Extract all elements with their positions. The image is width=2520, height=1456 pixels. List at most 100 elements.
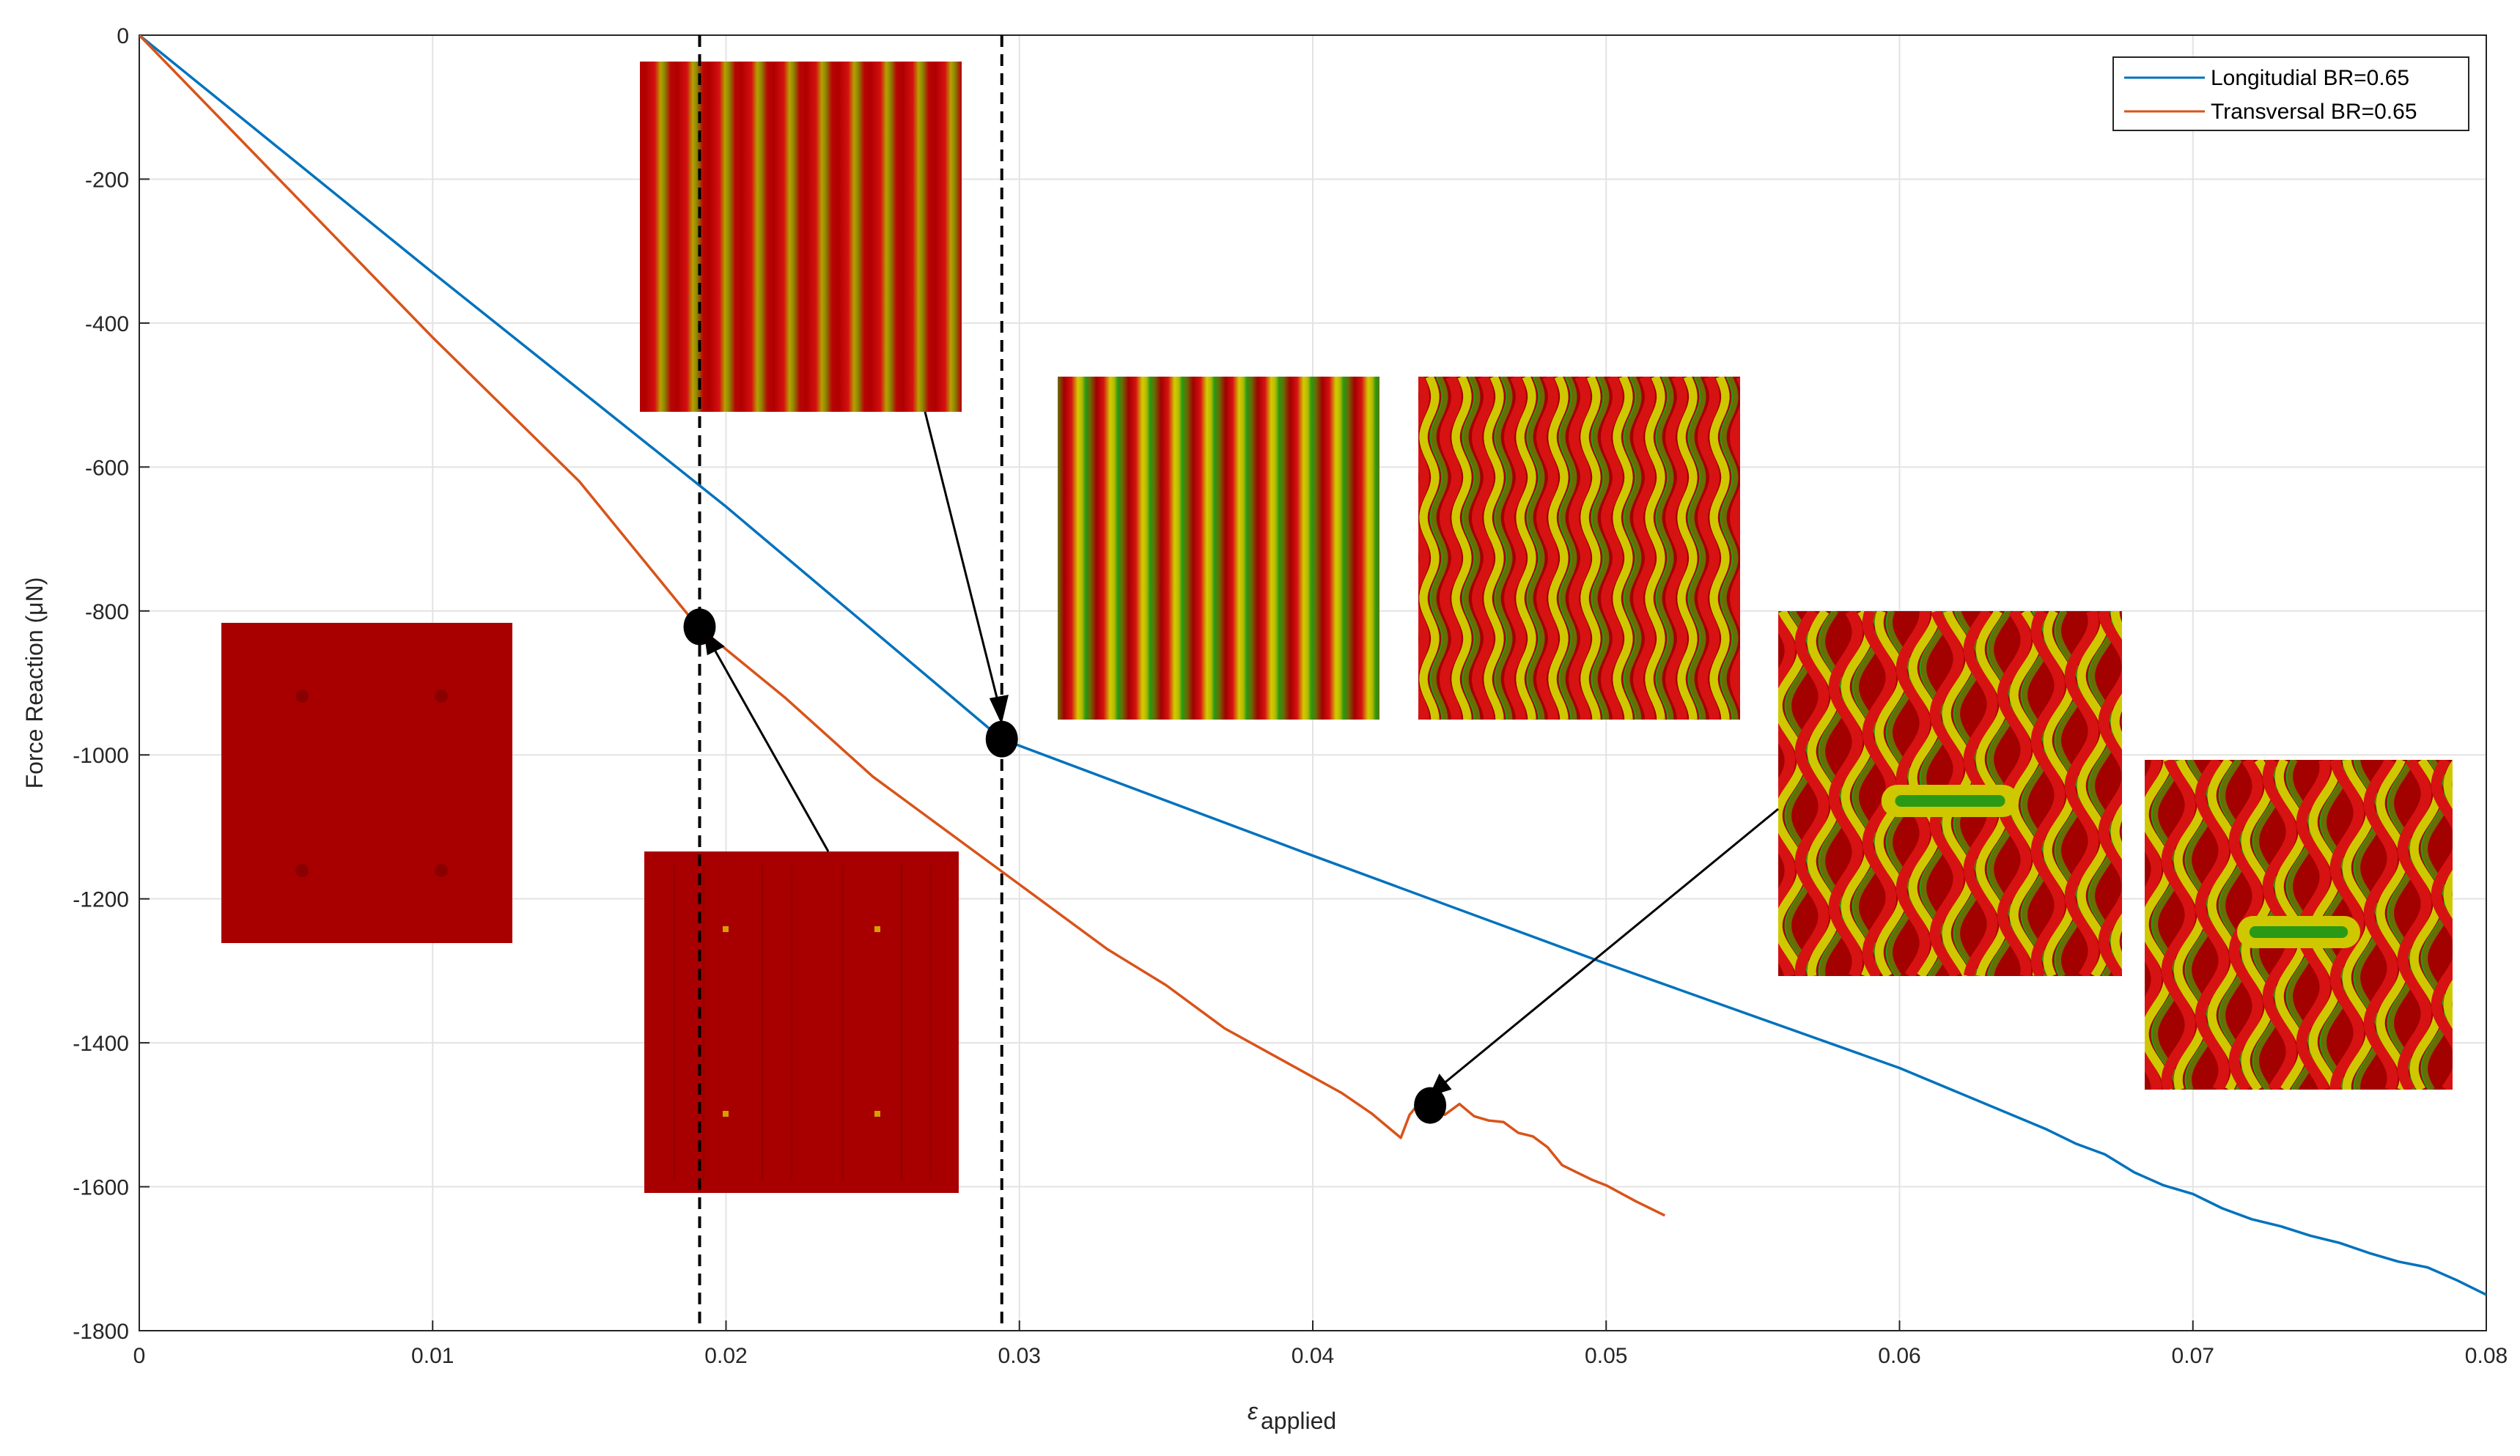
stripe xyxy=(1697,377,1720,720)
stripe xyxy=(1495,377,1513,720)
arrow-labyrinth-inset xyxy=(1442,808,1779,1086)
legend-label-transversal: Transversal BR=0.65 xyxy=(2211,100,2417,124)
arrow-bottom-inset xyxy=(710,643,830,852)
stripe xyxy=(1516,377,1536,720)
stripe xyxy=(1853,611,1883,976)
stripe xyxy=(1484,377,1504,720)
stripe xyxy=(2098,611,2122,976)
legend-box xyxy=(2112,56,2469,131)
x-axis-label-subscript: applied xyxy=(1261,1408,1336,1434)
stripe xyxy=(2431,760,2453,1090)
stripe xyxy=(2388,760,2418,1090)
stripe xyxy=(1613,377,1633,720)
stripe xyxy=(2195,760,2230,1090)
x-tick-label: 0.02 xyxy=(704,1344,747,1368)
x-tick-label: 0.06 xyxy=(1878,1344,1920,1368)
series-longitudinal xyxy=(139,35,2486,1296)
stripe xyxy=(1786,611,1816,976)
arrowhead-top xyxy=(989,695,1009,725)
y-tick-label: 0 xyxy=(117,24,129,48)
series-transversal xyxy=(139,35,1666,1217)
stripe xyxy=(1645,377,1665,720)
stripe xyxy=(2492,760,2516,1090)
stripe xyxy=(1439,377,1462,720)
stripe xyxy=(2030,611,2066,976)
stripe xyxy=(2207,760,2240,1090)
marker-point xyxy=(985,720,1018,758)
x-axis-ticks: 0 0.01 0.02 0.03 0.04 0.05 0.06 0.07 0.08 xyxy=(133,1320,2508,1368)
stripe xyxy=(2152,760,2182,1090)
inset-stripes-straight xyxy=(1058,377,1379,720)
stripe xyxy=(1778,611,1806,976)
stripe xyxy=(1580,377,1601,720)
stripe xyxy=(1729,377,1740,712)
arrow-top-inset xyxy=(924,411,1001,710)
stripe xyxy=(1503,377,1527,720)
marker-point xyxy=(683,608,716,646)
inset-labyrinth-small xyxy=(2145,760,2516,1090)
y-tick-label: -1600 xyxy=(73,1176,129,1200)
stripe xyxy=(2409,760,2442,1090)
x-tick-label: 0.03 xyxy=(998,1344,1041,1368)
stripe xyxy=(1677,377,1698,720)
stripe xyxy=(2329,760,2365,1090)
x-tick-label: 0.08 xyxy=(2465,1344,2508,1368)
y-tick-label: -1200 xyxy=(73,888,129,912)
stripe xyxy=(1536,377,1559,720)
stripe xyxy=(2363,760,2398,1090)
inset-images xyxy=(221,62,2516,1193)
stripe xyxy=(2219,760,2250,1090)
y-axis-ticks: 0 -200 -400 -600 -800 -1000 -1200 -1400 -1600 -18… xyxy=(73,24,150,1344)
stripe xyxy=(2161,760,2196,1090)
stripe xyxy=(1709,377,1730,720)
stripe xyxy=(1471,377,1495,720)
y-tick-label: -1800 xyxy=(73,1320,129,1344)
stripe xyxy=(1665,377,1688,720)
stripe xyxy=(1794,611,1830,976)
stripe xyxy=(2089,611,2119,976)
stripe xyxy=(1528,377,1545,720)
y-tick-label: -600 xyxy=(85,456,129,480)
stripe xyxy=(1560,377,1577,720)
legend: Longitudial BR=0.65 Transversal BR=0.65 xyxy=(2112,56,2469,131)
stripe xyxy=(2022,611,2052,976)
stripe xyxy=(1600,377,1624,720)
stripe xyxy=(1828,611,1863,976)
inset-initial-flat xyxy=(221,623,512,943)
x-tick-label: 0.05 xyxy=(1585,1344,1627,1368)
stripe xyxy=(2397,760,2432,1090)
y-tick-label: -800 xyxy=(85,600,129,624)
y-tick-label: -1400 xyxy=(73,1032,129,1056)
stripe xyxy=(1451,377,1472,720)
y-tick-label: -400 xyxy=(85,312,129,336)
y-tick-label: -1000 xyxy=(73,744,129,768)
stripe xyxy=(2064,611,2099,976)
stripe xyxy=(1568,377,1591,720)
stripe xyxy=(1548,377,1569,720)
highlight-markers xyxy=(683,608,1447,1124)
x-tick-label: 0.04 xyxy=(1292,1344,1334,1368)
stripe xyxy=(1624,377,1642,720)
stripe xyxy=(2376,760,2409,1090)
legend-label-longitudinal: Longitudial BR=0.65 xyxy=(2211,66,2409,90)
stripe xyxy=(1841,611,1874,976)
stripe xyxy=(1689,377,1706,720)
x-tick-label: 0 xyxy=(133,1344,146,1368)
stripe xyxy=(2077,611,2110,976)
stripe xyxy=(1778,613,1796,976)
x-tick-label: 0.07 xyxy=(2172,1344,2214,1368)
stripe xyxy=(1657,377,1674,720)
axes-box xyxy=(139,34,2487,1331)
bridge-stripe xyxy=(2249,926,2348,938)
stripe xyxy=(1418,377,1430,720)
x-tick-label: 0.01 xyxy=(411,1344,454,1368)
stripe xyxy=(1592,377,1610,720)
y-tick-label: -200 xyxy=(85,168,129,192)
stripe xyxy=(1632,377,1656,720)
x-axis-label-main: ε xyxy=(1248,1398,1259,1424)
inset-stripes-wavy xyxy=(1418,377,1740,720)
inset-longitudinal-onset xyxy=(640,62,962,412)
stripe xyxy=(1721,377,1739,720)
bridge-stripe xyxy=(1895,795,2005,807)
